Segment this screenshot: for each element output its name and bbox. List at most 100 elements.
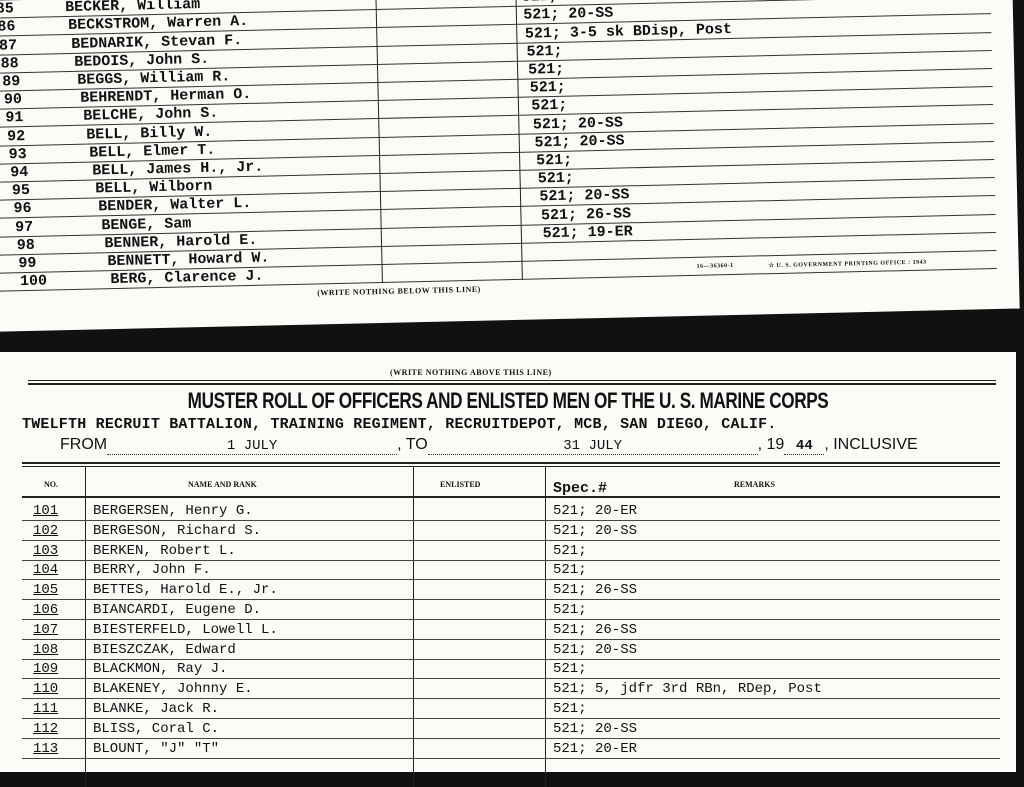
name-and-rank: BERGESON, Richard S. — [93, 522, 262, 539]
name-and-rank: BERGERSEN, Henry G. — [93, 503, 253, 519]
table-row: 110 BLAKENEY, Johnny E. 521; 5, jdfr 3rd R… — [22, 678, 1000, 700]
form-number: 16—36360-1 — [696, 262, 734, 270]
name-and-rank: BLISS, Coral C. — [93, 720, 220, 737]
row-number: 106 — [33, 602, 59, 618]
remarks: 521; 20-SS — [553, 641, 638, 658]
row-number: 98 — [16, 236, 35, 255]
column-divider — [85, 467, 86, 787]
name-and-rank: BERRY, John F. — [93, 562, 211, 579]
row-number: 85 — [0, 0, 15, 18]
row-number: 88 — [0, 54, 19, 73]
row-number: 92 — [6, 127, 26, 146]
row-number: 102 — [33, 522, 59, 539]
remarks: 521; 20-SS — [553, 720, 638, 737]
header-spec: Spec.# — [553, 480, 608, 497]
table-row: 104 BERRY, John F. 521; — [22, 559, 1000, 581]
header-no: NO. — [44, 480, 58, 489]
row-number: 93 — [8, 145, 27, 164]
row-number: 97 — [14, 218, 34, 236]
rule — [28, 383, 996, 385]
year-value: 44 — [784, 438, 825, 455]
name-and-rank: BLANKE, Jack R. — [93, 701, 220, 717]
remarks: 521; — [553, 602, 587, 618]
rule — [22, 496, 1000, 498]
row-number: 112 — [33, 720, 59, 737]
page-title: MUSTER ROLL OF OFFICERS AND ENLISTED MEN… — [187, 388, 829, 413]
table-row: 111 BLANKE, Jack R. 521; — [22, 698, 1000, 719]
remarks: 521; 20-ER — [553, 503, 638, 519]
remarks: 521; — [529, 78, 566, 97]
rule — [28, 380, 996, 381]
remarks: 521; — [526, 42, 563, 61]
row-number: 108 — [33, 641, 59, 658]
remarks: 521; — [537, 169, 575, 188]
remarks: 521; 20-SS — [553, 522, 638, 539]
row-number: 110 — [33, 681, 59, 698]
inclusive-label: , INCLUSIVE — [824, 436, 918, 453]
write-nothing-above-notice: (WRITE NOTHING ABOVE THIS LINE) — [390, 368, 552, 377]
remarks: 521; — [553, 542, 587, 559]
to-date: 31 JULY — [427, 438, 758, 455]
row-number: 94 — [10, 163, 29, 182]
from-date: 1 JULY — [107, 438, 398, 455]
name-and-rank: BIESTERFELD, Lowell L. — [93, 621, 278, 638]
header-remarks: REMARKS — [734, 480, 775, 489]
row-number: 99 — [18, 254, 37, 273]
name-and-rank: BERG, Clarence J. — [110, 267, 264, 289]
remarks: 521; — [536, 151, 573, 170]
row-number: 101 — [33, 503, 59, 519]
remarks: 521; 20-ER — [553, 740, 638, 757]
name-and-rank: BERKEN, Robert L. — [93, 542, 236, 559]
row-number: 89 — [2, 73, 21, 91]
rule — [22, 466, 1000, 467]
row-number: 103 — [33, 542, 59, 559]
column-divider — [413, 467, 414, 787]
table-row: 109 BLACKMON, Ray J. 521; — [22, 658, 1000, 680]
name-and-rank: BLOUNT, "J" "T" — [93, 740, 220, 757]
column-divider — [545, 467, 546, 787]
remarks: 521; 26-SS — [553, 582, 638, 599]
row-number: 107 — [33, 621, 59, 638]
row-number: 90 — [3, 91, 23, 109]
name-and-rank: BLAKENEY, Johnny E. — [93, 681, 253, 698]
remarks: 521; 26-SS — [553, 621, 638, 638]
name-and-rank: BIESZCZAK, Edward — [93, 641, 236, 658]
row-number: 104 — [33, 562, 59, 579]
name-and-rank: BETTES, Harold E., Jr. — [93, 582, 278, 599]
row-number: 100 — [19, 272, 48, 291]
remarks: 521; 5, jdfr 3rd RBn, RDep, Post — [553, 681, 822, 698]
header-name: NAME AND RANK — [188, 480, 257, 489]
row-number: 87 — [0, 36, 18, 55]
unit-name: TWELFTH RECRUIT BATTALION, TRAINING REGI… — [22, 416, 777, 433]
period-line: FROM 1 JULY, TO 31 JULY, 19 44, INCLUSIVE — [60, 436, 918, 455]
rule — [22, 462, 1000, 464]
row-number: 95 — [11, 182, 31, 200]
table-row: 102 BERGESON, Richard S. 521; 20-SS — [22, 520, 1000, 541]
table-row: 112 BLISS, Coral C. 521; 20-SS — [22, 718, 1000, 739]
row-number: 113 — [33, 740, 59, 757]
row-number: 109 — [33, 661, 59, 678]
table-row: 108 BIESZCZAK, Edward 521; 20-SS — [22, 639, 1000, 660]
row-number: 86 — [0, 18, 16, 37]
row-number: 96 — [13, 200, 32, 218]
table-row: 103 BERKEN, Robert L. 521; — [22, 540, 1000, 561]
name-and-rank: BLACKMON, Ray J. — [93, 661, 228, 678]
remarks: 521; — [531, 97, 568, 115]
remarks: 521; — [553, 701, 587, 717]
table-row: 101 BERGERSEN, Henry G. 521; 20-ER — [22, 500, 1000, 521]
header-enlisted: ENLISTED — [440, 480, 481, 489]
remarks: 521; — [553, 661, 587, 678]
table-row: 106 BIANCARDI, Eugene D. 521; — [22, 599, 1000, 620]
remarks: 521; — [553, 562, 587, 579]
table-row: 113 BLOUNT, "J" "T" 521; 20-ER — [22, 738, 1000, 759]
from-label: FROM — [60, 436, 108, 453]
row-number: 111 — [33, 701, 59, 717]
write-nothing-below-notice: (WRITE NOTHING BELOW THIS LINE) — [317, 284, 481, 298]
remarks: 521; — [527, 60, 565, 79]
row-number: 91 — [5, 109, 24, 127]
year-prefix: , 19 — [757, 436, 785, 453]
table-row: 105 BETTES, Harold E., Jr. 521; 26-SS — [22, 579, 1000, 601]
row-number: 105 — [33, 582, 59, 599]
to-label: , TO — [397, 436, 428, 453]
